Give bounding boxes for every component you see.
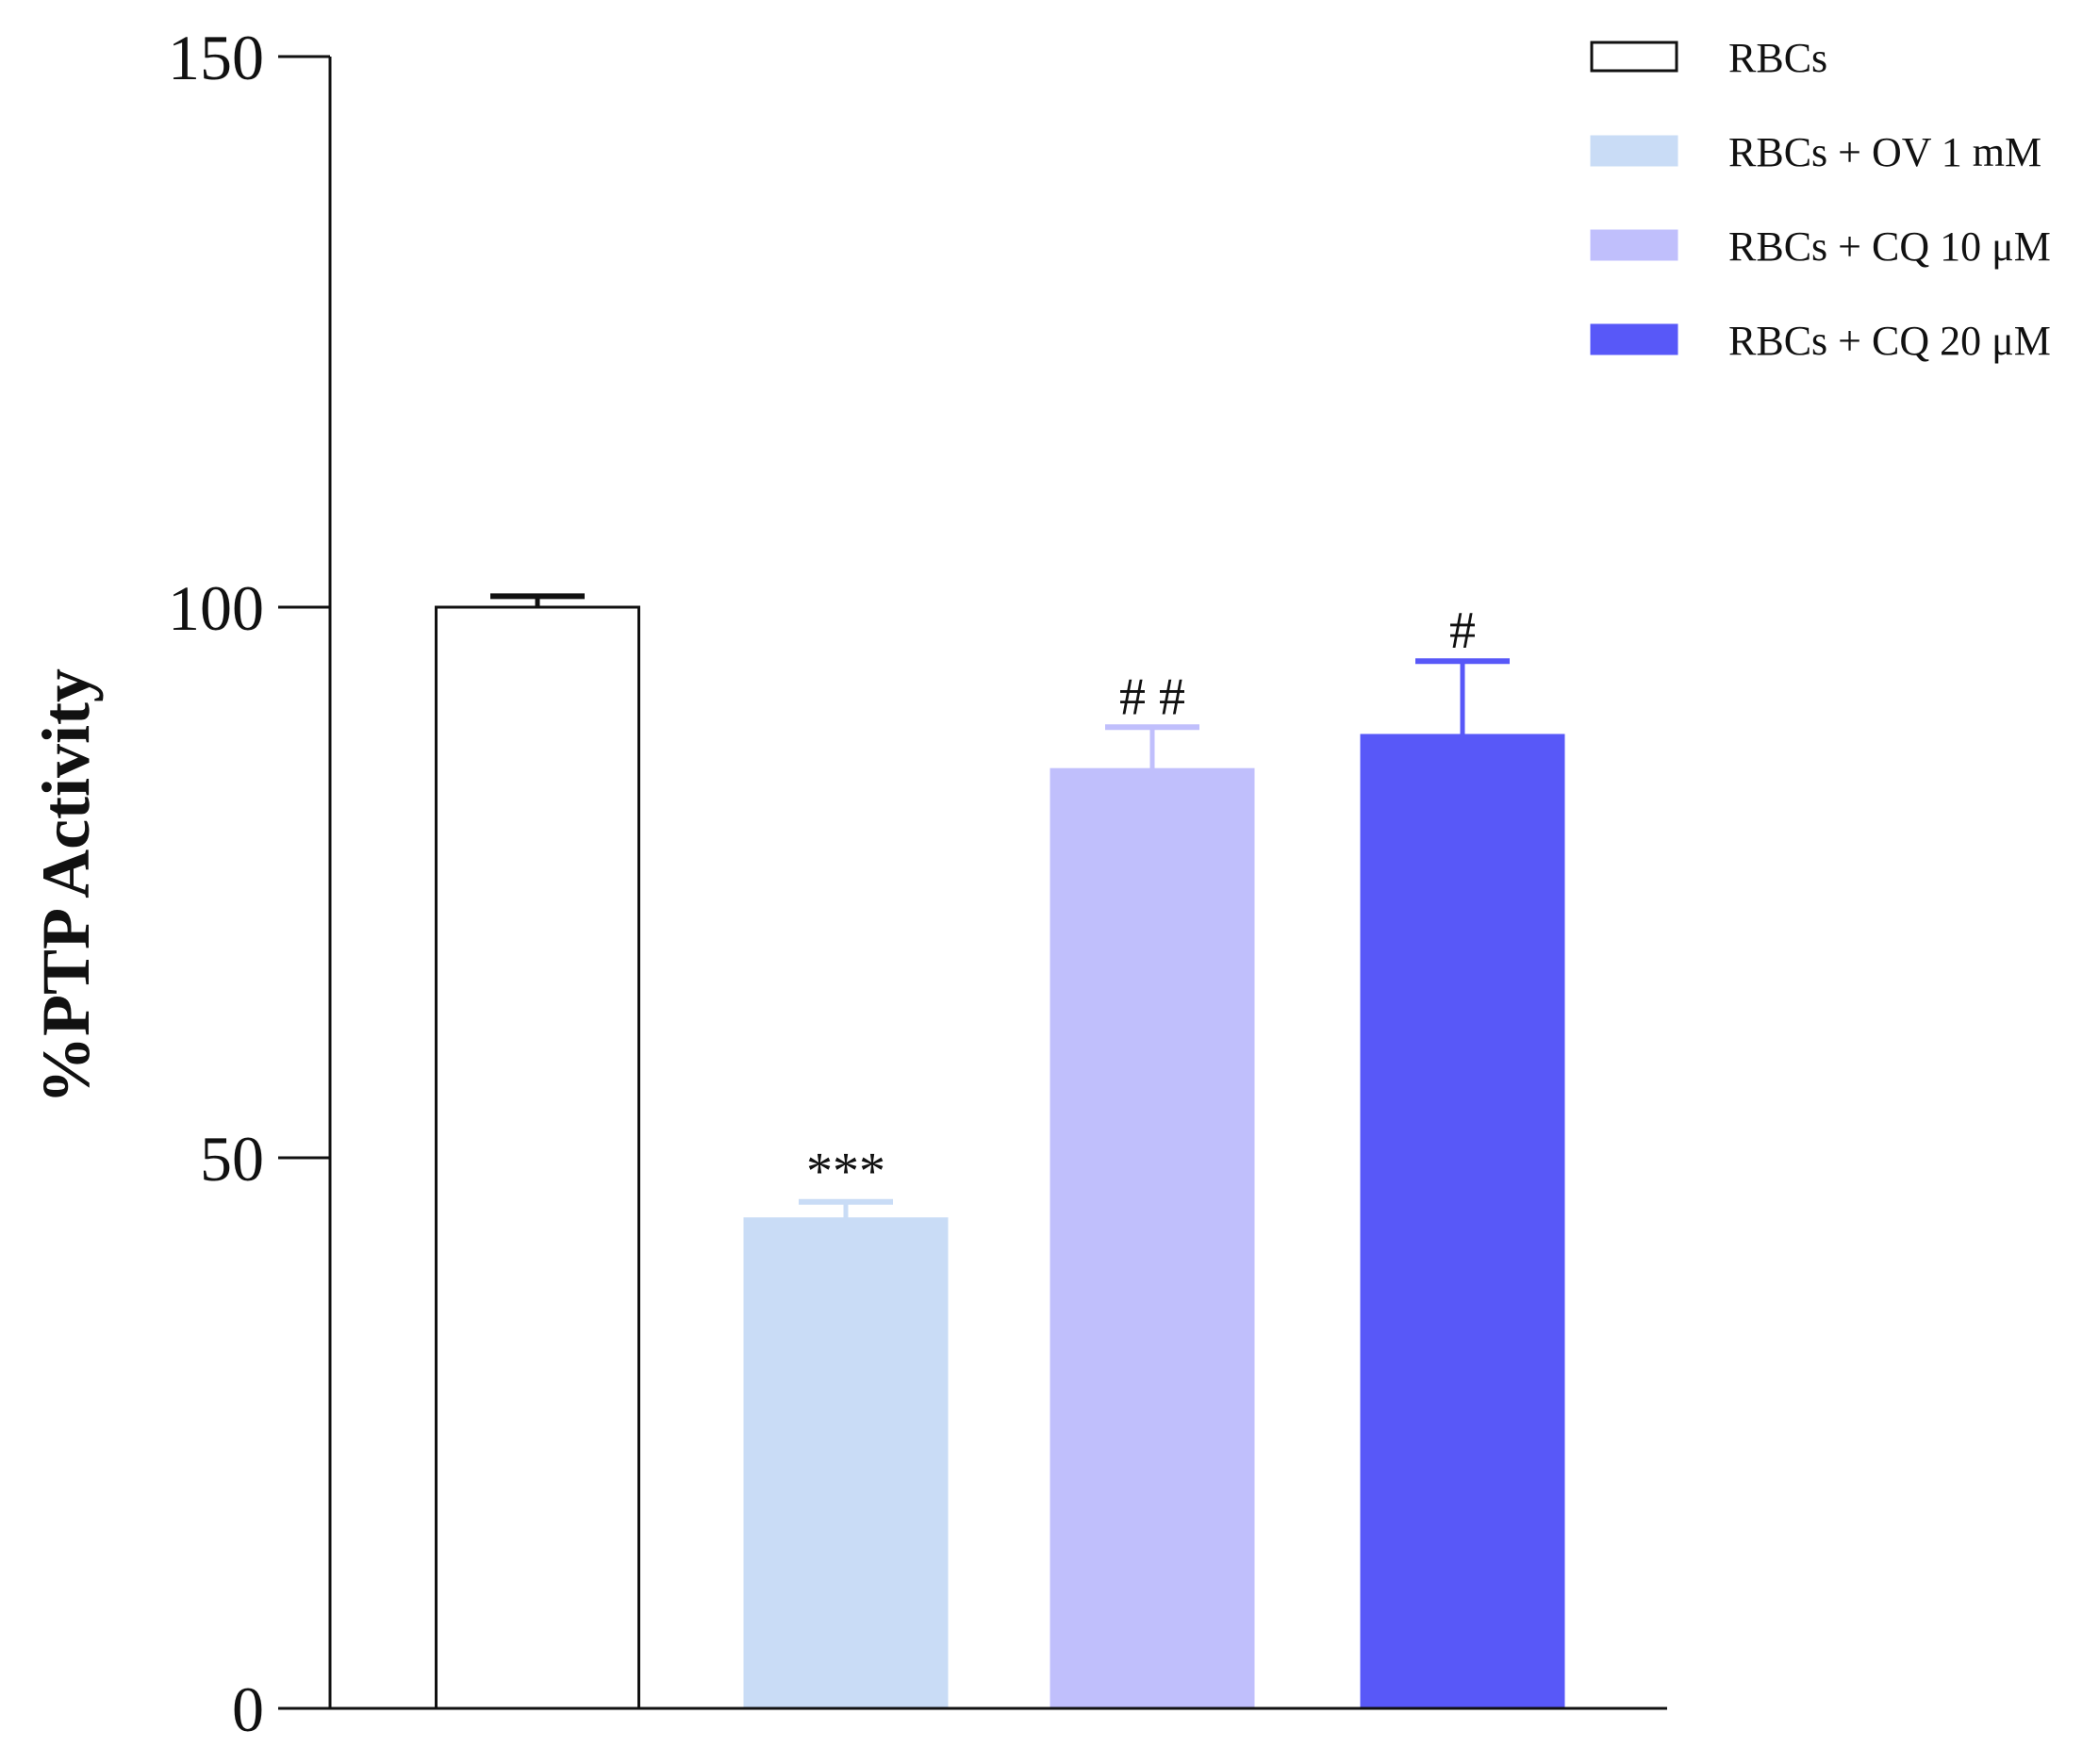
y-tick-label-50: 50 — [200, 1123, 264, 1195]
bar-2 — [1050, 767, 1255, 1709]
legend-label-2: RBCs + CQ 10 μM — [1728, 223, 2051, 270]
legend-swatch-2 — [1590, 229, 1678, 261]
legend-label-0: RBCs — [1728, 35, 1827, 81]
y-tick-label-100: 100 — [168, 572, 264, 644]
annotation-3: # — [1449, 602, 1476, 660]
axis-layer: 0 50 100 150 — [168, 22, 1667, 1745]
y-axis-label: %PTP Activity — [28, 668, 104, 1104]
bar-3 — [1360, 734, 1565, 1709]
legend-label-1: RBCs + OV 1 mM — [1728, 129, 2041, 175]
y-tick-label-0: 0 — [232, 1673, 264, 1745]
legend-label-3: RBCs + CQ 20 μM — [1728, 318, 2051, 364]
legend-swatch-0 — [1590, 41, 1678, 73]
legend-swatch-3 — [1590, 323, 1678, 355]
annotation-2: # # — [1119, 668, 1185, 726]
bar-0 — [435, 605, 640, 1710]
bar-1 — [743, 1217, 949, 1709]
annotation-1: *** — [806, 1143, 885, 1201]
bars-layer: *** # # # — [435, 593, 1565, 1710]
legend: RBCs RBCs + OV 1 mM RBCs + CQ 10 μM RBCs + … — [1590, 35, 2051, 364]
y-tick-label-150: 150 — [168, 22, 264, 93]
legend-swatch-1 — [1590, 135, 1678, 167]
